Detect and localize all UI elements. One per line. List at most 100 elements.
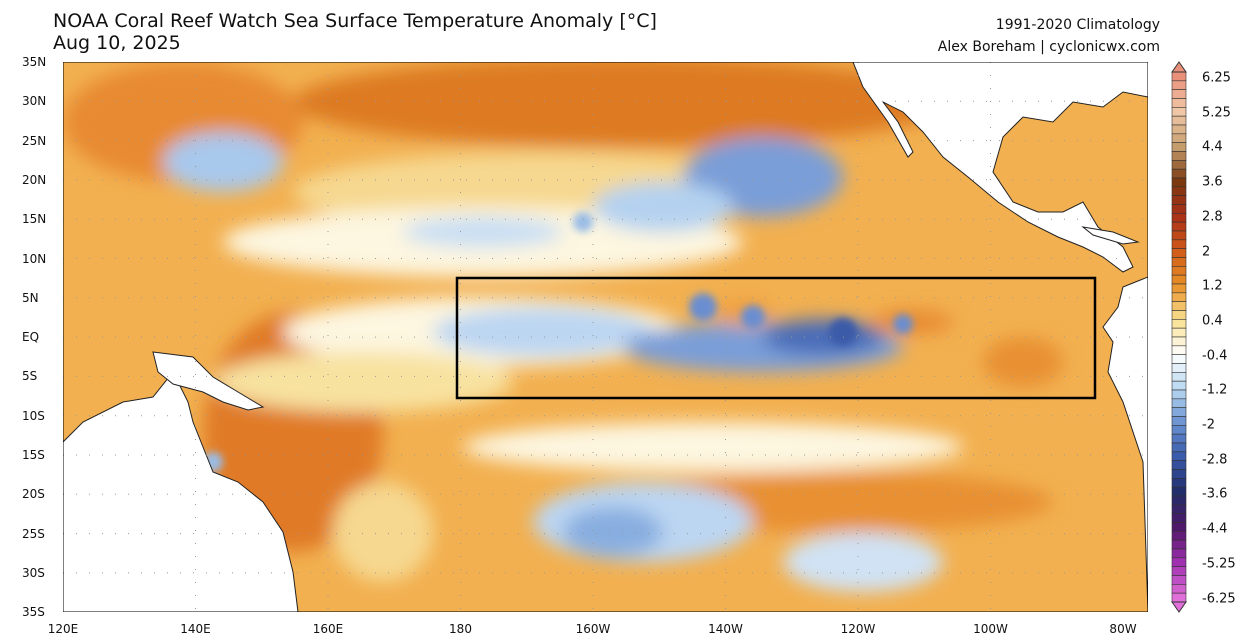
colorbar-segment [1171,548,1187,559]
colorbar-label: -2 [1202,417,1215,433]
colorbar-segment [1171,80,1187,90]
colorbar-label: -3.6 [1202,486,1228,502]
colorbar-segment [1171,566,1187,576]
land [63,62,1148,612]
colorbar-segment [1171,398,1187,408]
colorbar-segment [1171,407,1187,417]
colorbar-segment [1171,98,1187,108]
colorbar-segment [1171,160,1187,170]
colorbar-segment [1171,336,1187,347]
colorbar-segment [1171,327,1187,338]
colorbar-segment [1171,107,1187,117]
date-text: Aug 10, 2025 [53,32,181,54]
colorbar-label: -5.25 [1202,556,1236,572]
lat-label: 35N [22,55,47,69]
colorbar-label: 2.8 [1202,209,1223,225]
colorbar-segment [1171,372,1187,382]
lon-label: 120W [840,622,876,636]
colorbar-segment [1171,433,1187,444]
colorbar-segment [1171,531,1187,541]
colorbar-segment [1171,213,1187,223]
nino-region-box [455,276,1097,400]
lon-label: 120E [47,622,79,636]
colorbar-segment [1171,168,1187,179]
lon-label: 140W [708,622,743,636]
colorbar-label: -1.2 [1202,382,1228,398]
colorbar-segment [1171,389,1187,400]
colorbar-segment [1171,451,1187,461]
colorbar-segment [1171,239,1187,249]
lat-label: 25N [22,133,47,148]
colorbar-label: -6.25 [1202,591,1236,606]
colorbar-segment [1171,557,1187,567]
colorbar-segment [1171,460,1187,470]
colorbar-segment [1171,186,1187,196]
lon-label: 100W [973,622,1008,636]
cuba-land [1081,226,1140,245]
colorbar-label: -2.8 [1202,452,1228,468]
colorbar-arrow [1171,61,1187,73]
colorbar-segment [1171,230,1187,241]
north-america-land [852,62,1148,273]
colorbar-segment [1171,274,1187,285]
lon-label: 160W [575,622,611,636]
colorbar-label: 4.4 [1202,139,1223,155]
colorbar-segment [1171,539,1187,550]
colorbar-segment [1171,124,1187,135]
lat-label: 30N [22,94,47,109]
colorbar-label: 6.25 [1202,70,1231,86]
colorbar-label: 0.4 [1202,313,1223,329]
south-america-land [1102,276,1148,612]
colorbar-segment [1171,266,1187,276]
colorbar [1171,61,1187,613]
colorbar-segment [1171,486,1187,497]
colorbar-segment [1171,248,1187,258]
colorbar-arrow [1171,601,1187,613]
lat-label: 10N [22,251,47,266]
lat-label: 30S [22,565,45,580]
colorbar-segment [1171,504,1187,514]
map-title: NOAA Coral Reef Watch Sea Surface Temper… [53,10,657,54]
colorbar-segment [1171,495,1187,506]
colorbar-segment [1171,592,1187,603]
credit-text: Alex Boreham | cyclonicwx.com [937,39,1160,55]
lat-label: 20S [22,487,45,502]
colorbar-segment [1171,345,1187,355]
colorbar-segment [1171,71,1187,82]
colorbar-segment [1171,522,1187,532]
lon-label: 140E [180,622,211,636]
colorbar-label: -4.4 [1202,521,1228,537]
colorbar-segment [1171,310,1187,320]
climatology-text: 1991-2020 Climatology [995,17,1160,33]
colorbar-label: 3.6 [1202,174,1223,190]
lon-label: 80W [1109,622,1137,636]
colorbar-segment [1171,89,1187,99]
colorbar-label: 1.2 [1202,278,1223,294]
colorbar-segment [1171,292,1187,302]
lat-label: 15S [22,448,45,462]
colorbar-segment [1171,151,1187,161]
australia-land [63,371,299,612]
title-text: NOAA Coral Reef Watch Sea Surface Temper… [53,10,657,32]
colorbar-segment [1171,354,1187,364]
colorbar-segment [1171,584,1187,594]
colorbar-segment [1171,478,1187,488]
colorbar-segment [1171,257,1187,267]
lat-label: 10S [22,408,45,423]
lon-label: 180 [449,622,472,636]
new-guinea-land [152,351,265,411]
colorbar-segment [1171,221,1187,232]
colorbar-segment [1171,416,1187,426]
colorbar-segment [1171,363,1187,373]
credit-block: 1991-2020 Climatology Alex Boreham | cyc… [938,14,1160,58]
colorbar-segment [1171,177,1187,188]
lat-label: 5S [22,369,38,384]
lat-label: 25S [22,526,45,541]
colorbar-segment [1171,380,1187,391]
lat-label: 35S [22,605,45,620]
lat-label: 15N [22,212,47,227]
colorbar-label: -0.4 [1202,348,1228,364]
colorbar-segment [1171,133,1187,143]
colorbar-label: 5.25 [1202,105,1231,121]
colorbar-segment [1171,204,1187,214]
